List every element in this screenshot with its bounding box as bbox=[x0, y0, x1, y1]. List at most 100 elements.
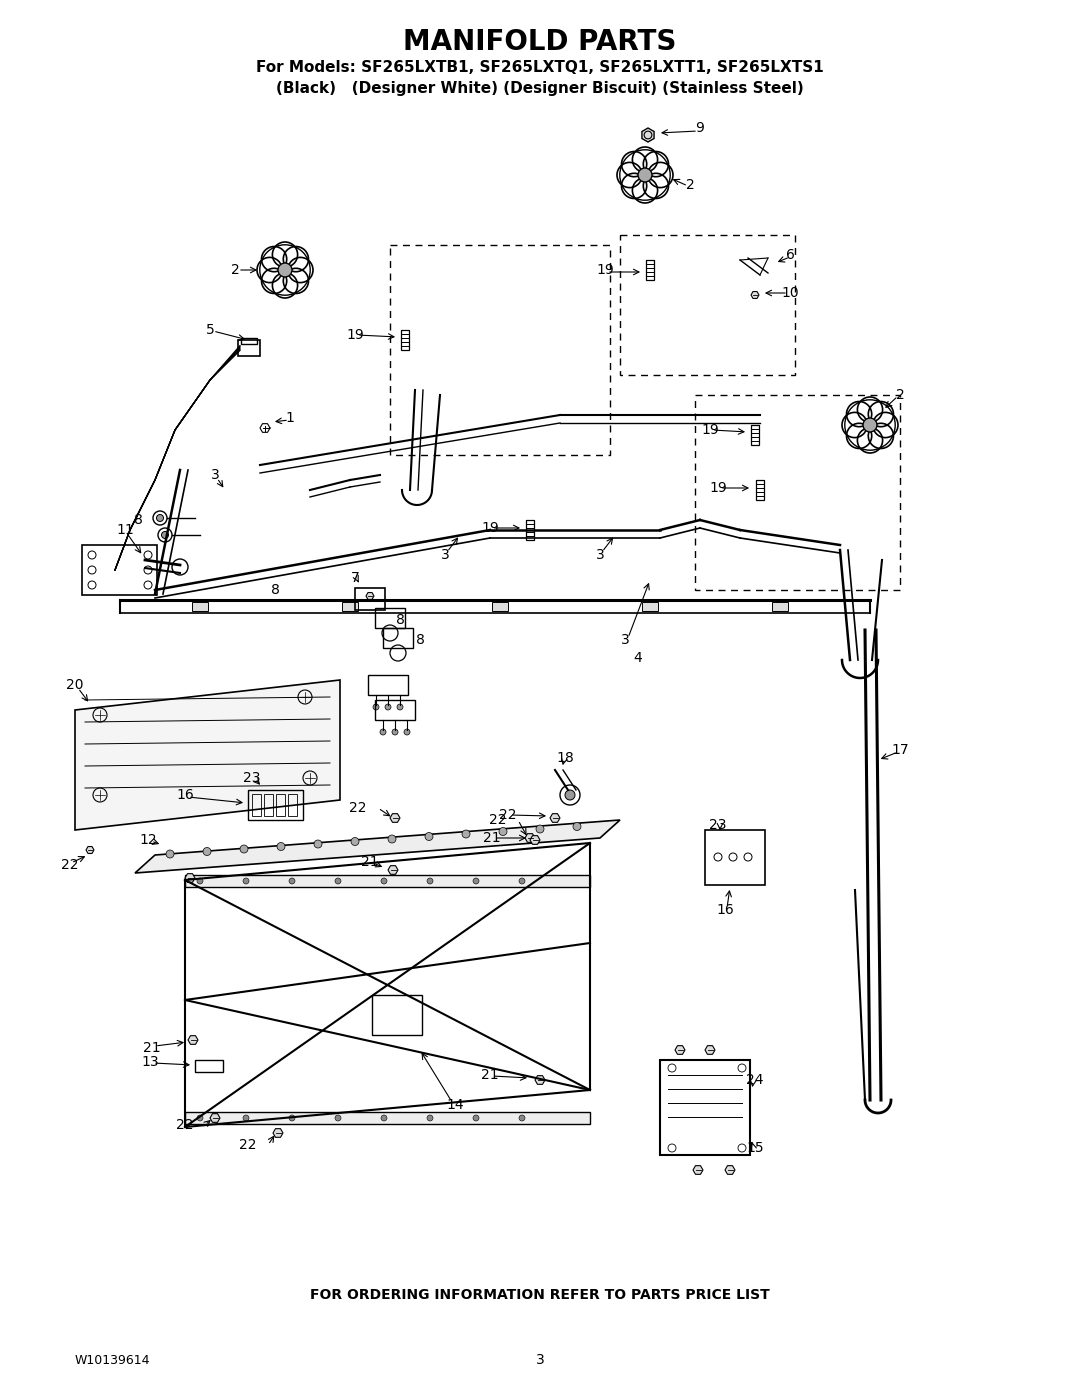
Bar bbox=[264, 793, 273, 816]
Text: 22: 22 bbox=[349, 800, 367, 814]
Circle shape bbox=[462, 830, 470, 838]
Circle shape bbox=[519, 877, 525, 884]
Text: 20: 20 bbox=[66, 678, 84, 692]
Circle shape bbox=[380, 729, 386, 735]
Text: 8: 8 bbox=[416, 633, 424, 647]
Circle shape bbox=[473, 877, 480, 884]
Polygon shape bbox=[390, 813, 400, 823]
Bar bbox=[195, 1060, 222, 1071]
Text: (Black)   (Designer White) (Designer Biscuit) (Stainless Steel): (Black) (Designer White) (Designer Biscu… bbox=[276, 81, 804, 95]
Bar bbox=[390, 244, 610, 455]
Bar bbox=[705, 830, 765, 886]
Polygon shape bbox=[675, 1046, 685, 1055]
Bar bbox=[375, 608, 405, 629]
Text: 16: 16 bbox=[176, 788, 194, 802]
Bar bbox=[696, 395, 900, 590]
Bar bbox=[241, 338, 257, 344]
Text: 4: 4 bbox=[634, 651, 643, 665]
Circle shape bbox=[573, 823, 581, 830]
Polygon shape bbox=[273, 1129, 283, 1137]
Polygon shape bbox=[642, 129, 654, 142]
Polygon shape bbox=[525, 834, 535, 842]
Text: 9: 9 bbox=[696, 122, 704, 136]
Polygon shape bbox=[550, 813, 561, 823]
Text: 22: 22 bbox=[489, 813, 507, 827]
Text: 7: 7 bbox=[351, 571, 360, 585]
Polygon shape bbox=[530, 835, 540, 844]
Polygon shape bbox=[693, 1165, 703, 1175]
Circle shape bbox=[197, 877, 203, 884]
Bar bbox=[252, 793, 261, 816]
Circle shape bbox=[427, 1115, 433, 1120]
Text: 13: 13 bbox=[141, 1055, 159, 1069]
Text: 3: 3 bbox=[536, 1354, 544, 1368]
Text: 19: 19 bbox=[481, 521, 499, 535]
Text: 18: 18 bbox=[556, 752, 573, 766]
Text: 10: 10 bbox=[781, 286, 799, 300]
Circle shape bbox=[381, 1115, 387, 1120]
Circle shape bbox=[638, 168, 652, 182]
Text: 16: 16 bbox=[716, 902, 734, 916]
Text: 21: 21 bbox=[144, 1041, 161, 1055]
Bar bbox=[288, 793, 297, 816]
Bar bbox=[368, 675, 408, 694]
Circle shape bbox=[863, 418, 877, 432]
Text: 11: 11 bbox=[117, 522, 134, 536]
Circle shape bbox=[499, 827, 507, 835]
Text: 8: 8 bbox=[271, 583, 280, 597]
Polygon shape bbox=[366, 592, 374, 599]
Bar bbox=[772, 602, 788, 610]
Text: 8: 8 bbox=[395, 613, 404, 627]
Bar bbox=[401, 330, 409, 351]
Text: 19: 19 bbox=[710, 481, 727, 495]
Text: 3: 3 bbox=[596, 548, 605, 562]
Polygon shape bbox=[751, 292, 759, 299]
Bar bbox=[620, 235, 795, 374]
Circle shape bbox=[166, 849, 174, 858]
Circle shape bbox=[397, 704, 403, 710]
Circle shape bbox=[162, 531, 168, 538]
Circle shape bbox=[351, 837, 359, 845]
Text: 6: 6 bbox=[785, 249, 795, 263]
Circle shape bbox=[381, 877, 387, 884]
Circle shape bbox=[276, 842, 285, 851]
Text: 23: 23 bbox=[710, 819, 727, 833]
Polygon shape bbox=[210, 1113, 220, 1122]
Circle shape bbox=[197, 1115, 203, 1120]
Bar bbox=[355, 588, 384, 610]
Polygon shape bbox=[725, 1165, 735, 1175]
Text: 3: 3 bbox=[211, 468, 219, 482]
Circle shape bbox=[240, 845, 248, 854]
Text: 2: 2 bbox=[231, 263, 240, 277]
Polygon shape bbox=[535, 1076, 545, 1084]
Circle shape bbox=[243, 1115, 249, 1120]
Bar bbox=[185, 875, 590, 887]
Bar bbox=[526, 520, 534, 541]
Text: 1: 1 bbox=[285, 411, 295, 425]
Circle shape bbox=[427, 877, 433, 884]
Text: 2: 2 bbox=[686, 177, 694, 191]
Bar bbox=[185, 1112, 590, 1125]
Circle shape bbox=[536, 826, 544, 833]
Text: 22: 22 bbox=[240, 1139, 257, 1153]
Polygon shape bbox=[75, 680, 340, 830]
Bar bbox=[192, 602, 208, 610]
Bar bbox=[248, 789, 303, 820]
Circle shape bbox=[384, 704, 391, 710]
Bar bbox=[756, 481, 764, 500]
Text: W10139614: W10139614 bbox=[75, 1354, 150, 1366]
Circle shape bbox=[289, 877, 295, 884]
Polygon shape bbox=[705, 1046, 715, 1055]
Bar bbox=[492, 602, 508, 610]
Circle shape bbox=[426, 833, 433, 841]
Bar bbox=[238, 339, 260, 356]
Text: 19: 19 bbox=[701, 423, 719, 437]
Text: 8: 8 bbox=[134, 513, 143, 527]
Text: 21: 21 bbox=[483, 831, 501, 845]
Text: 22: 22 bbox=[499, 807, 516, 821]
Circle shape bbox=[335, 877, 341, 884]
Polygon shape bbox=[86, 847, 94, 854]
Text: 15: 15 bbox=[746, 1141, 764, 1155]
Circle shape bbox=[473, 1115, 480, 1120]
Bar bbox=[660, 1060, 750, 1155]
